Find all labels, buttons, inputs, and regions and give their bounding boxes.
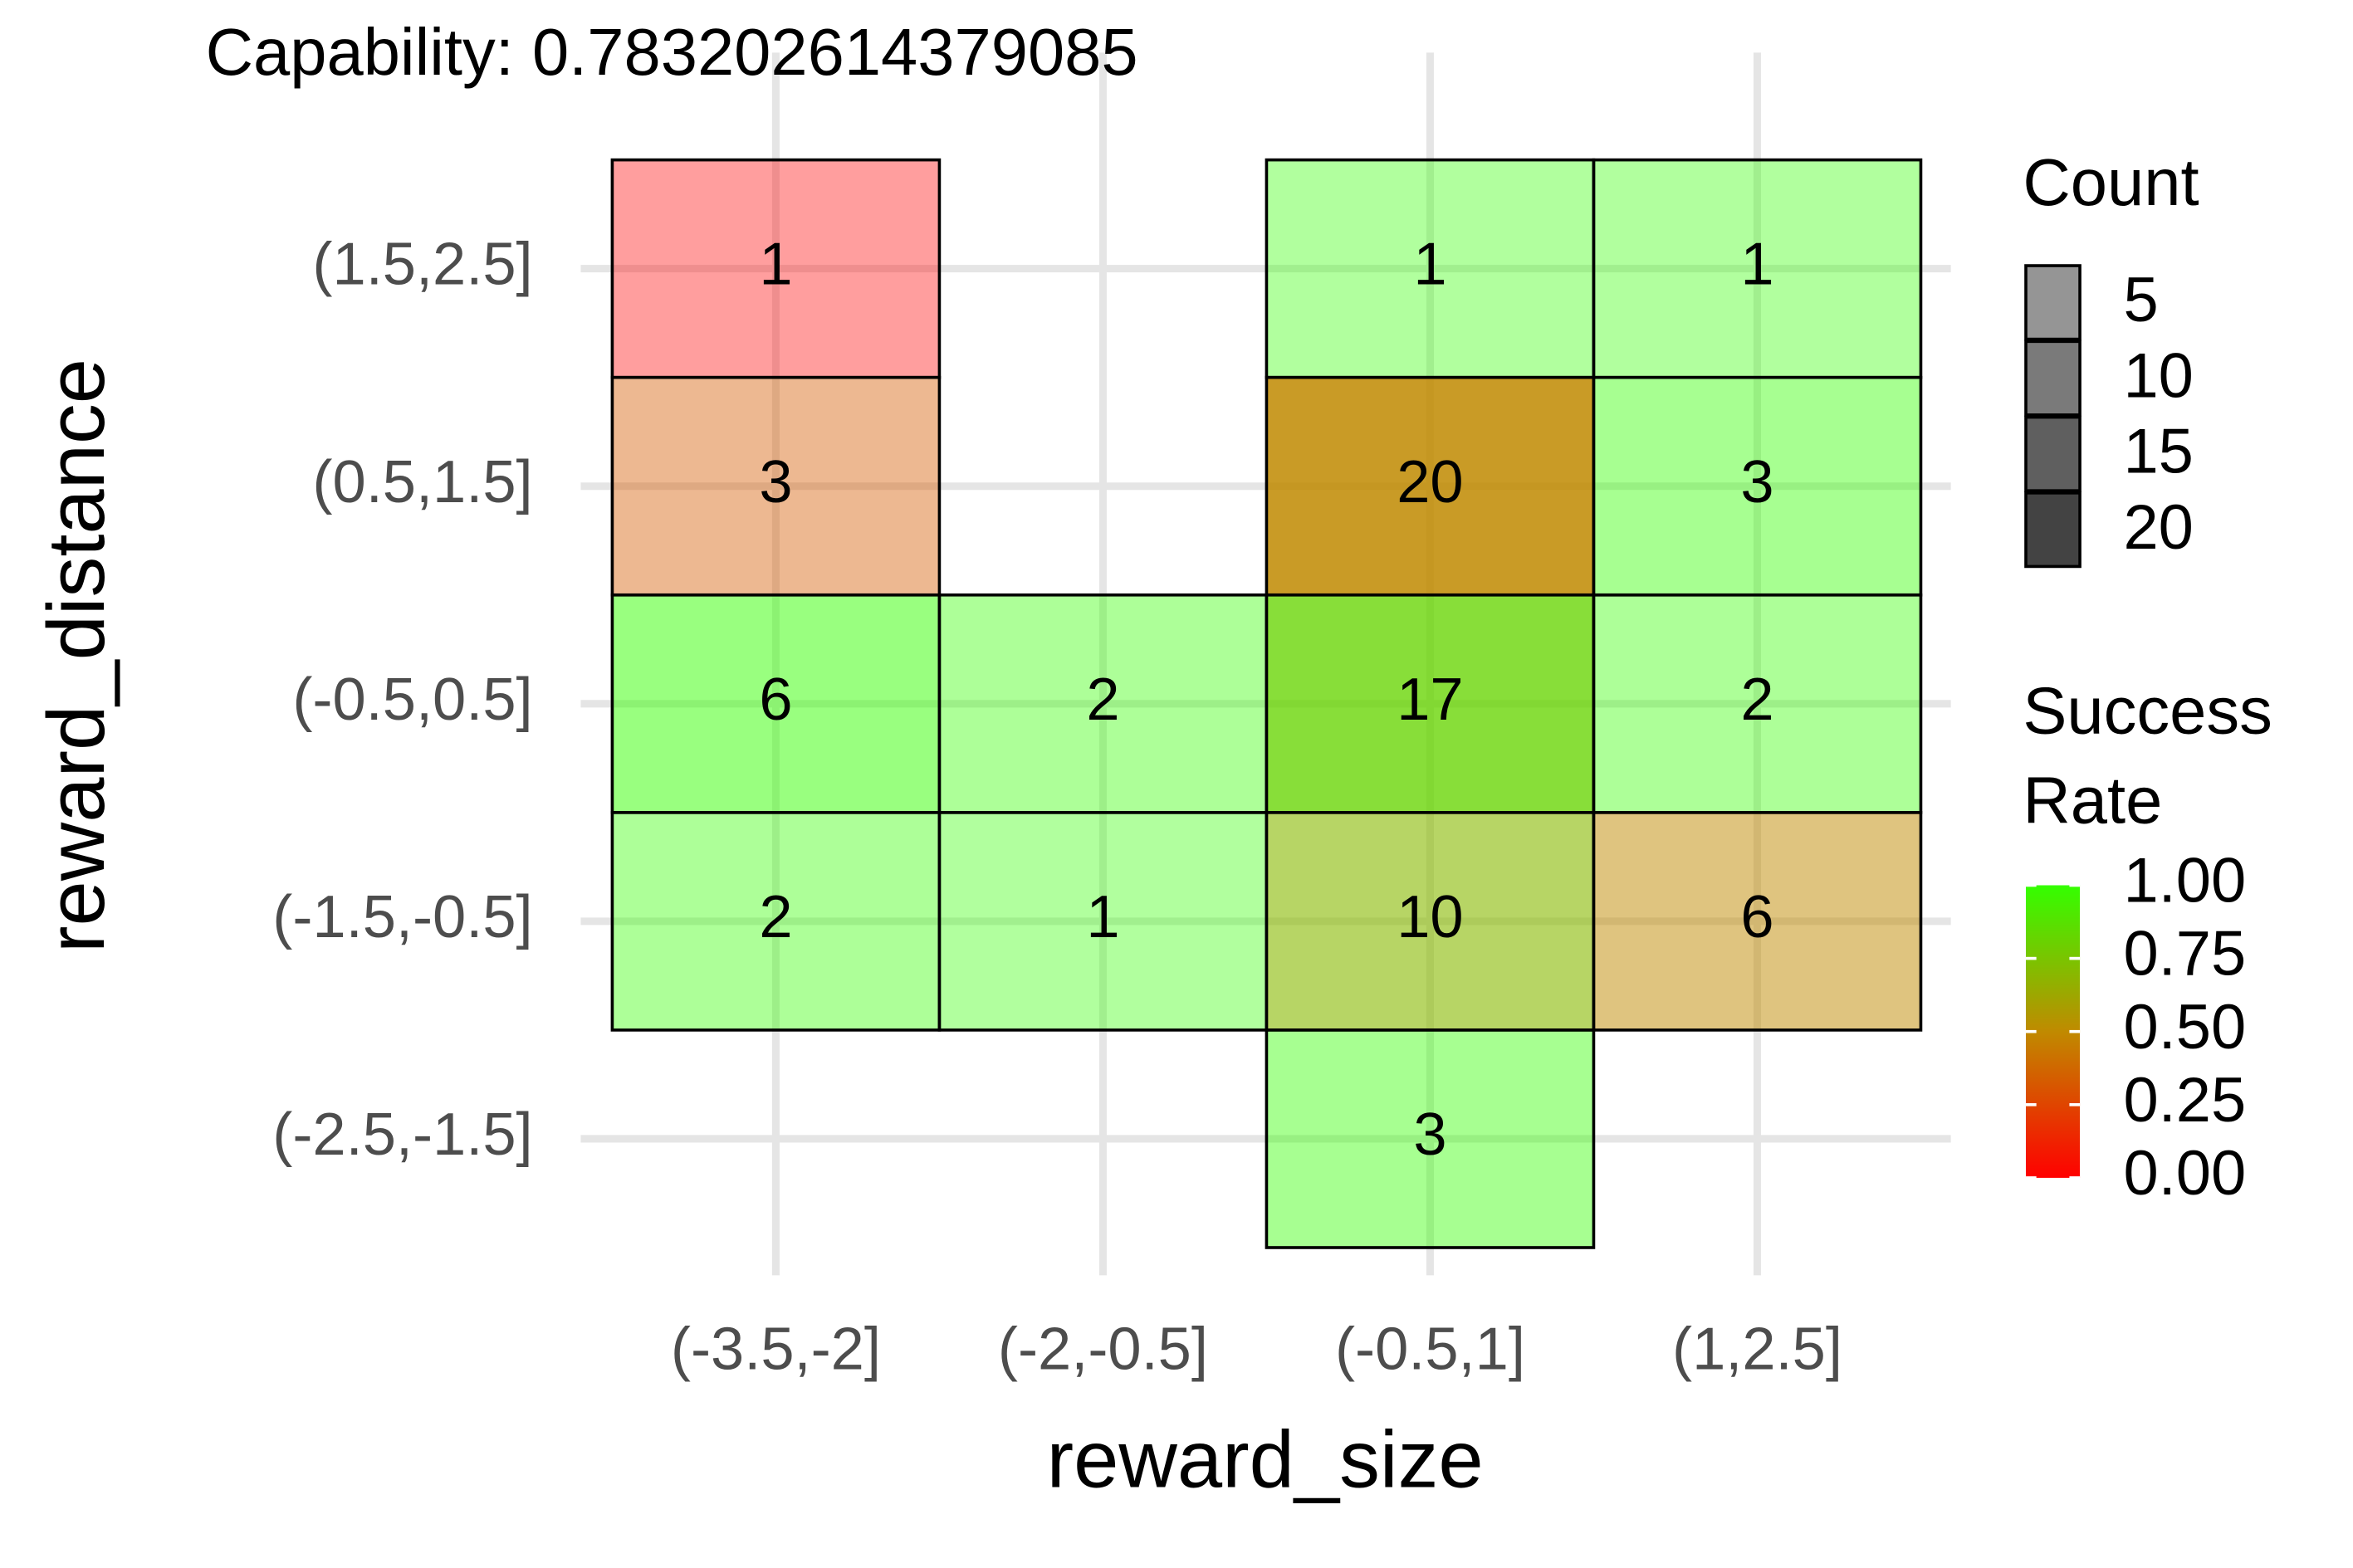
- y-tick-label: (-1.5,-0.5]: [272, 884, 532, 950]
- y-tick-label: (-0.5,0.5]: [292, 667, 532, 733]
- count-legend-label: 10: [2123, 340, 2193, 411]
- cell: [1592, 375, 1923, 597]
- cell-label: 3: [759, 449, 792, 515]
- cell: [937, 593, 1269, 814]
- count-legend-label: 15: [2123, 417, 2193, 487]
- cell-label: 3: [1740, 449, 1773, 515]
- count-legend-key: [2024, 339, 2082, 417]
- cell-label: 17: [1397, 667, 1463, 733]
- count-legend-key: [2024, 415, 2082, 492]
- cell-label: 1: [1740, 232, 1773, 298]
- y-tick-label: (0.5,1.5]: [312, 449, 532, 515]
- count-legend-label: 20: [2123, 492, 2193, 563]
- x-tick-label: (-2,-0.5]: [998, 1316, 1208, 1383]
- count-legend-key: [2024, 491, 2082, 569]
- chart-title: Capability: 0.783202614379085: [206, 15, 1138, 89]
- cell: [610, 593, 942, 814]
- cell: [610, 811, 942, 1032]
- count-legend-label: 5: [2123, 265, 2158, 335]
- x-tick-label: (-3.5,-2]: [671, 1316, 881, 1383]
- color-legend-label: 0.75: [2123, 919, 2246, 989]
- color-legend-label: 1.00: [2123, 846, 2246, 916]
- cell-label: 6: [759, 667, 792, 733]
- x-tick-label: (1,2.5]: [1672, 1316, 1842, 1383]
- y-tick-label: (1.5,2.5]: [312, 232, 532, 298]
- y-axis-title: reward_distance: [31, 359, 121, 953]
- cell: [610, 158, 942, 379]
- cell-label: 2: [1740, 667, 1773, 733]
- color-legend-title: Rate: [2023, 764, 2162, 838]
- cell-label: 2: [1086, 667, 1119, 733]
- color-legend-label: 0.50: [2123, 992, 2246, 1062]
- cell: [1265, 811, 1596, 1032]
- color-legend-label: 0.00: [2123, 1138, 2246, 1209]
- y-tick-label: (-2.5,-1.5]: [272, 1102, 532, 1168]
- cell-label: 1: [1086, 884, 1119, 950]
- count-legend-title: Count: [2023, 145, 2199, 219]
- x-axis-title: reward_size: [1047, 1414, 1484, 1505]
- cell-label: 10: [1397, 884, 1463, 950]
- color-legend-title: Success: [2023, 673, 2272, 747]
- cell-label: 6: [1740, 884, 1773, 950]
- color-legend-label: 0.25: [2123, 1065, 2246, 1136]
- cell: [1265, 1028, 1596, 1249]
- cell: [1592, 811, 1923, 1032]
- cell-label: 2: [759, 884, 792, 950]
- count-legend-key: [2024, 264, 2082, 341]
- cell-label: 1: [1413, 232, 1446, 298]
- cell-label: 1: [759, 232, 792, 298]
- cell: [1265, 593, 1596, 814]
- cell-label: 3: [1413, 1102, 1446, 1168]
- cells: 1 1 1 3 20 3 6 2 17 2 2 1 10 6 3: [610, 158, 1923, 1249]
- x-tick-label: (-0.5,1]: [1335, 1316, 1525, 1383]
- cell-label: 20: [1397, 449, 1463, 515]
- cell: [1592, 593, 1923, 814]
